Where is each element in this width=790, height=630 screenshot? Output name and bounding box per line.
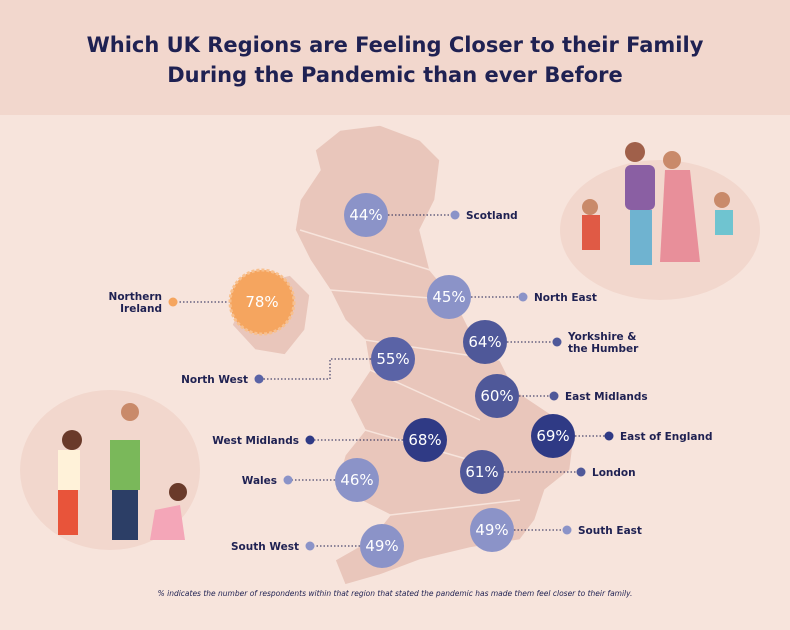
region-name-line: the Humber	[568, 343, 639, 355]
region-bubble	[335, 458, 379, 502]
region-name-line: East Midlands	[565, 391, 648, 403]
region-value: 49%	[365, 537, 398, 555]
region-bubble	[371, 337, 415, 381]
region-value: 55%	[376, 350, 409, 368]
region-value: 49%	[475, 521, 508, 539]
region-value: 68%	[408, 431, 441, 449]
region-name: East of England	[620, 431, 712, 443]
label-dot	[518, 292, 528, 302]
region-value: 60%	[480, 387, 513, 405]
footnote: % indicates the number of respondents wi…	[158, 589, 633, 598]
label-dot	[549, 391, 559, 401]
region-value: 44%	[349, 206, 382, 224]
label-dot	[305, 435, 315, 445]
region-name: North West	[181, 374, 248, 386]
region-value: 61%	[465, 463, 498, 481]
title-line: During the Pandemic than ever Before	[167, 63, 623, 87]
region-name-line: West Midlands	[212, 435, 299, 447]
region-name-line: South West	[231, 541, 299, 553]
label-dot	[604, 431, 614, 441]
region-name: South West	[231, 541, 299, 553]
label-dot	[450, 210, 460, 220]
label-dot	[562, 525, 572, 535]
header-band	[0, 0, 790, 115]
label-dot	[283, 475, 293, 485]
title-line: Which UK Regions are Feeling Closer to t…	[87, 33, 704, 57]
region-name: South East	[578, 525, 642, 537]
region-value: 69%	[536, 427, 569, 445]
region-bubble	[475, 374, 519, 418]
region-name: Northern Ireland	[109, 291, 162, 315]
region-name: Scotland	[466, 210, 518, 222]
region-name-line: Wales	[242, 475, 277, 487]
region-value: 45%	[432, 288, 465, 306]
region-name-line: Northern	[109, 291, 162, 303]
region-bubble	[531, 414, 575, 458]
region-name-line: North West	[181, 374, 248, 386]
label-dot	[552, 337, 562, 347]
region-name-line: Scotland	[466, 210, 518, 222]
label-dot	[168, 297, 178, 307]
region-name: London	[592, 467, 636, 479]
region-bubble	[463, 320, 507, 364]
region-name: North East	[534, 292, 597, 304]
region-bubble	[460, 450, 504, 494]
region-value: 78%	[245, 293, 278, 311]
region-bubble	[360, 524, 404, 568]
region-name: Wales	[242, 475, 277, 487]
region-bubble	[427, 275, 471, 319]
region-name-line: London	[592, 467, 636, 479]
region-value: 46%	[340, 471, 373, 489]
region-name: West Midlands	[212, 435, 299, 447]
region-bubble	[228, 268, 296, 336]
region-value: 64%	[468, 333, 501, 351]
region-name: Yorkshire & the Humber	[567, 331, 639, 355]
region-bubble	[403, 418, 447, 462]
region-name-line: South East	[578, 525, 642, 537]
region-bubble	[344, 193, 388, 237]
label-dot	[305, 541, 315, 551]
region-name-line: Yorkshire &	[567, 331, 636, 343]
region-name-line: Ireland	[120, 303, 162, 315]
label-dot	[576, 467, 586, 477]
region-name-line: North East	[534, 292, 597, 304]
label-dot	[254, 374, 264, 384]
region-bubble	[470, 508, 514, 552]
region-name-line: East of England	[620, 431, 712, 443]
family-illustration	[20, 142, 760, 550]
region-name: East Midlands	[565, 391, 648, 403]
